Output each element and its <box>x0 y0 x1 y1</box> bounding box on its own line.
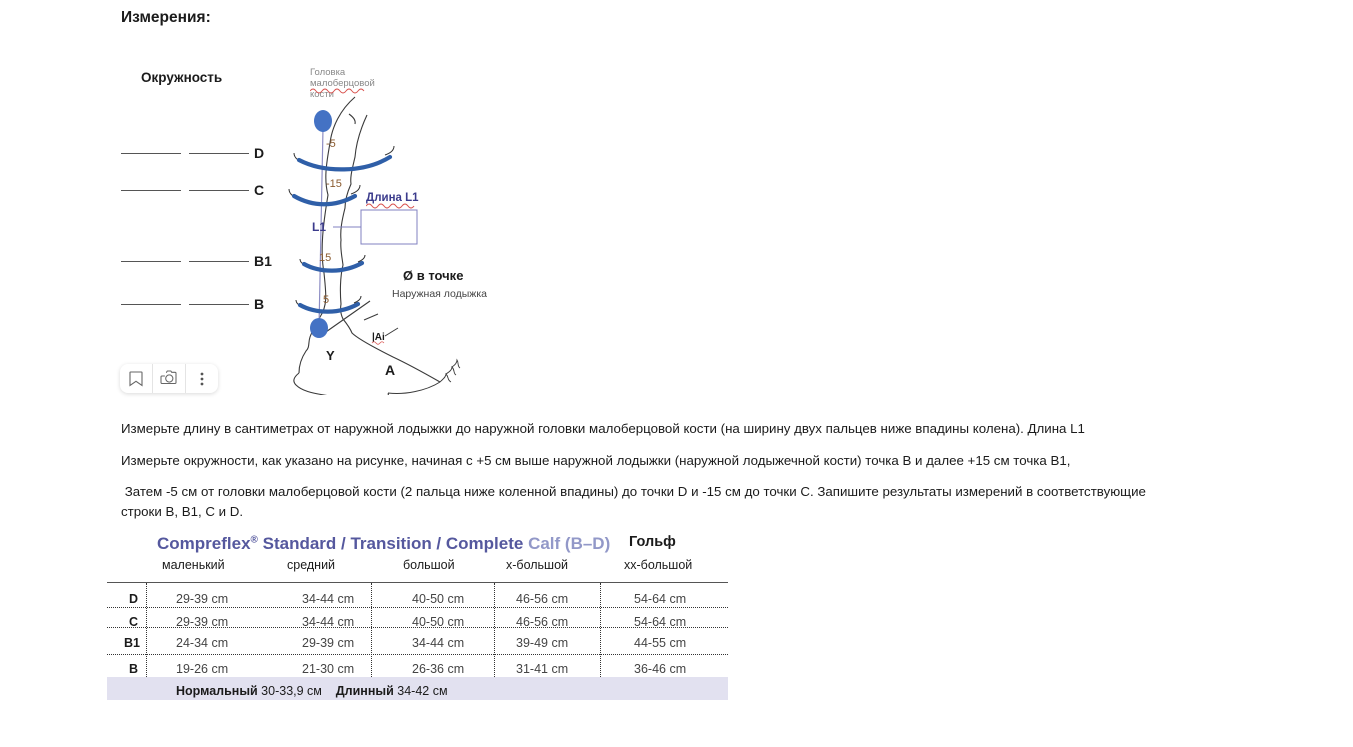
svg-text:15: 15 <box>319 252 331 264</box>
svg-text:|Ai: |Ai <box>372 332 385 343</box>
svg-text:-5: -5 <box>326 138 336 150</box>
svg-text:Y: Y <box>326 348 335 363</box>
svg-text:5: 5 <box>323 294 329 306</box>
svg-text:L1: L1 <box>312 220 326 234</box>
svg-text:A: A <box>385 362 395 378</box>
svg-text:-15: -15 <box>326 178 342 190</box>
